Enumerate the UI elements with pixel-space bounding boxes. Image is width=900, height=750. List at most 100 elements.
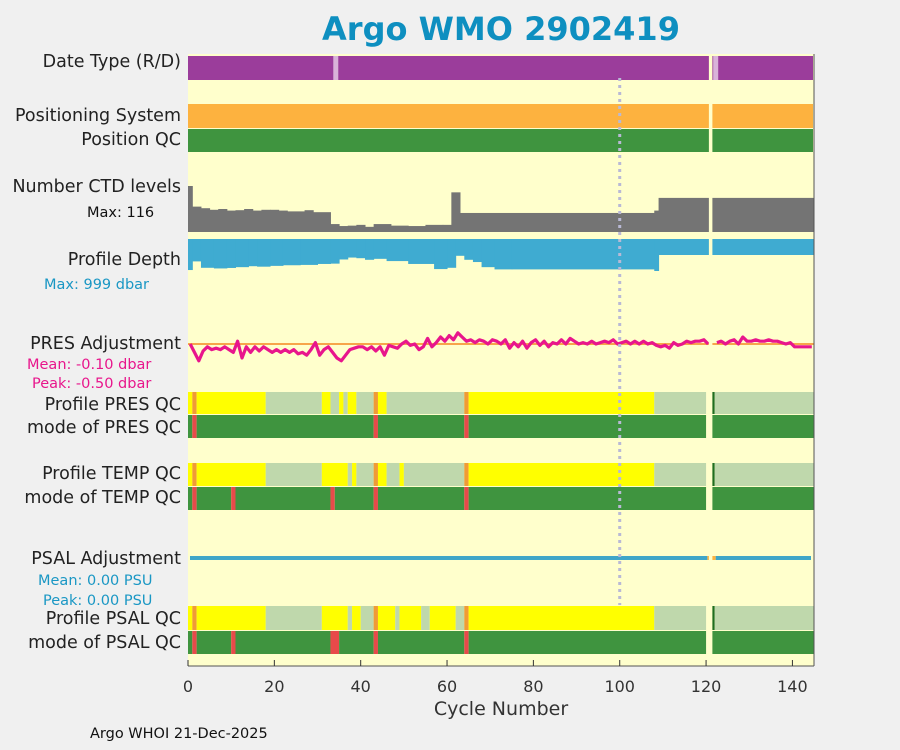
ctd-levels-bar bbox=[408, 226, 426, 232]
temp-qc-profile-segment bbox=[710, 463, 715, 486]
temp-qc-mode-segment bbox=[464, 487, 469, 510]
temp-qc-mode-segment bbox=[468, 487, 707, 510]
profile-depth-bar bbox=[386, 239, 409, 262]
profile-depth-bar bbox=[365, 239, 375, 260]
ctd-levels-bar bbox=[200, 208, 211, 232]
position-qc-band bbox=[188, 129, 813, 152]
date-type-realtime-mark bbox=[713, 56, 719, 80]
psal-qc-mode-segment bbox=[235, 631, 331, 654]
x-tick-label: 20 bbox=[264, 677, 284, 696]
temp-qc-profile-segment bbox=[347, 463, 353, 486]
profile-depth-bar bbox=[248, 239, 258, 267]
positioning-system-band bbox=[188, 104, 813, 128]
profile-depth-bar bbox=[434, 239, 448, 270]
x-tick-label: 40 bbox=[351, 677, 371, 696]
profile-depth-bar bbox=[317, 239, 331, 264]
pres-qc-profile-segment bbox=[654, 392, 707, 414]
temp-qc-profile-segment bbox=[352, 463, 357, 486]
x-tick-label: 140 bbox=[777, 677, 808, 696]
ctd-levels-bar bbox=[425, 224, 444, 232]
profile-depth-bar bbox=[192, 239, 202, 262]
pres-qc-profile-segment bbox=[196, 392, 266, 414]
temp-qc-mode-segment bbox=[334, 487, 374, 510]
psal-qc-mode-segment bbox=[464, 631, 469, 654]
psal-qc-profile-segment bbox=[360, 606, 374, 630]
profile-depth-bar bbox=[511, 239, 655, 270]
pres-qc-profile-segment bbox=[339, 392, 344, 414]
ctd-levels-bar bbox=[442, 224, 452, 232]
pres-qc-mode-segment bbox=[196, 415, 374, 438]
pres-qc-profile-segment bbox=[468, 392, 655, 414]
label-profile-pres-qc: Profile PRES QC bbox=[44, 395, 181, 415]
label-profile-psal-qc: Profile PSAL QC bbox=[45, 609, 181, 629]
pres-qc-profile-segment bbox=[188, 392, 193, 414]
ctd-levels-bar bbox=[192, 206, 202, 232]
pres-qc-profile-segment bbox=[356, 392, 374, 414]
psal-qc-mode-segment bbox=[188, 631, 193, 654]
psal-qc-mode-segment bbox=[196, 631, 232, 654]
ctd-levels-bar bbox=[356, 224, 366, 232]
psal-qc-profile-segment bbox=[192, 606, 197, 630]
label-psal-adjustment: PSAL Adjustment bbox=[31, 549, 181, 569]
label-profile-temp-qc: Profile TEMP QC bbox=[42, 464, 181, 484]
ctd-levels-bar bbox=[226, 210, 236, 232]
psal-qc-mode-segment bbox=[339, 631, 374, 654]
pres-qc-profile-segment bbox=[321, 392, 331, 414]
pres-qc-profile-segment bbox=[192, 392, 197, 414]
profile-depth-bar bbox=[408, 239, 435, 264]
temp-qc-profile-segment bbox=[464, 463, 469, 486]
chart-title: Argo WMO 2902419 bbox=[322, 10, 680, 48]
pres-qc-profile-segment bbox=[377, 392, 387, 414]
profile-depth-bar bbox=[282, 239, 301, 266]
psal-qc-profile-segment bbox=[714, 606, 814, 630]
psal-qc-mode-segment bbox=[231, 631, 236, 654]
psal-qc-profile-segment bbox=[429, 606, 456, 630]
ctd-levels-bar bbox=[339, 226, 349, 232]
ctd-levels-bar bbox=[304, 210, 314, 232]
date-type-band bbox=[188, 56, 813, 80]
temp-qc-profile-segment bbox=[377, 463, 387, 486]
psal-qc-profile-segment bbox=[377, 606, 396, 630]
psal-qc-profile-segment bbox=[421, 606, 430, 630]
temp-qc-mode-segment bbox=[377, 487, 465, 510]
temp-qc-mode-segment bbox=[710, 487, 814, 510]
ctd-levels-bar bbox=[330, 224, 340, 232]
temp-qc-profile-segment bbox=[188, 463, 193, 486]
profile-depth-bar bbox=[226, 239, 236, 268]
x-tick-label: 80 bbox=[523, 677, 543, 696]
temp-qc-profile-segment bbox=[196, 463, 266, 486]
pres-qc-mode-segment bbox=[468, 415, 707, 438]
temp-qc-profile-segment bbox=[403, 463, 465, 486]
x-axis-label: Cycle Number bbox=[433, 698, 569, 720]
psal-qc-profile-segment bbox=[468, 606, 655, 630]
label-date-type: Date Type (R/D) bbox=[42, 52, 181, 72]
pres-qc-profile-segment bbox=[710, 392, 715, 414]
psal-qc-mode-segment bbox=[377, 631, 465, 654]
pres-qc-profile-segment bbox=[347, 392, 357, 414]
ctd-levels-bar bbox=[261, 209, 271, 232]
pres-qc-profile-segment bbox=[386, 392, 465, 414]
label-depth-max: Max: 999 dbar bbox=[44, 277, 150, 293]
label-ctd-max: Max: 116 bbox=[87, 205, 155, 221]
psal-qc-mode-segment bbox=[373, 631, 378, 654]
psal-qc-profile-segment bbox=[373, 606, 378, 630]
pres-qc-profile-segment bbox=[343, 392, 348, 414]
temp-qc-profile-segment bbox=[265, 463, 322, 486]
label-pres-peak: Peak: -0.50 dbar bbox=[32, 376, 152, 392]
x-tick-label: 120 bbox=[691, 677, 722, 696]
label-pres-adjustment: PRES Adjustment bbox=[30, 334, 181, 354]
x-tick-label: 100 bbox=[604, 677, 635, 696]
ctd-levels-bar bbox=[390, 225, 409, 232]
pres-qc-mode-segment bbox=[373, 415, 378, 438]
ctd-levels-bar bbox=[451, 192, 461, 232]
psal-qc-profile-segment bbox=[464, 606, 469, 630]
label-mode-psal-qc: mode of PSAL QC bbox=[28, 633, 181, 653]
psal-qc-profile-segment bbox=[710, 606, 715, 630]
psal-qc-mode-segment bbox=[330, 631, 340, 654]
profile-depth-bar bbox=[481, 239, 496, 268]
temp-qc-profile-segment bbox=[654, 463, 707, 486]
pres-qc-mode-segment bbox=[377, 415, 465, 438]
label-mode-pres-qc: mode of PRES QC bbox=[26, 418, 181, 438]
pres-qc-profile-segment bbox=[373, 392, 378, 414]
pres-adjustment-line bbox=[188, 331, 710, 363]
